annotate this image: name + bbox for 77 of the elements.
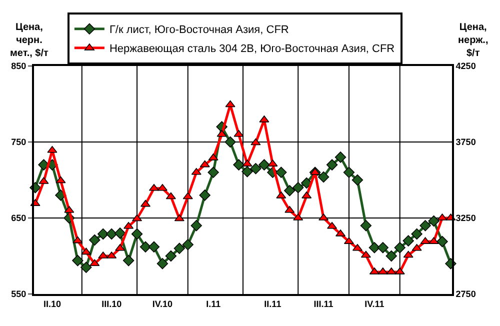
point	[106, 228, 118, 240]
y-tick-label: 650	[11, 213, 26, 224]
point	[360, 220, 372, 232]
y-tick-label: 750	[11, 137, 26, 148]
point	[190, 220, 202, 232]
point	[156, 258, 168, 270]
point	[403, 250, 414, 258]
x-tick-label: IV.10	[152, 298, 173, 309]
point	[242, 166, 253, 178]
legend-label: Нержавеющая сталь 304 2В, Юго-Восточная Азия, CFR	[109, 43, 395, 56]
y-tick-label: 850	[11, 61, 26, 72]
point	[411, 228, 422, 240]
point	[200, 160, 210, 168]
point	[352, 174, 364, 186]
point	[80, 262, 92, 273]
x-tick-label: III.11	[314, 298, 334, 309]
point	[386, 250, 397, 262]
x-tick-label: IV.11	[364, 298, 384, 309]
point	[327, 222, 338, 229]
point	[165, 250, 177, 262]
point	[166, 192, 176, 200]
y2-tick-label: 3750	[456, 137, 476, 148]
point	[208, 166, 219, 178]
legend-label: Г/к лист, Юго-Восточная Азия, CFR	[109, 24, 289, 36]
y-axis-title: Цена, черн. мет., $/т	[10, 22, 49, 59]
point	[114, 228, 126, 239]
point	[131, 228, 143, 240]
y2-tick-label: 2750	[456, 289, 476, 300]
y-tick-label: 550	[11, 289, 26, 300]
point	[276, 166, 287, 178]
point	[377, 242, 388, 254]
point	[233, 159, 244, 170]
x-tick-label: II.10	[43, 298, 61, 309]
point	[157, 184, 168, 191]
point	[89, 234, 100, 246]
point	[182, 192, 193, 200]
point	[360, 250, 371, 258]
point	[98, 228, 109, 240]
point	[132, 214, 142, 222]
point	[318, 171, 330, 183]
point	[284, 185, 296, 196]
point	[224, 136, 236, 148]
point	[428, 215, 440, 227]
point	[394, 242, 406, 254]
point	[81, 248, 92, 255]
x-tick-label: III.10	[102, 298, 122, 309]
point	[56, 176, 66, 184]
point	[326, 159, 338, 170]
point	[72, 254, 84, 266]
point	[199, 190, 210, 201]
point	[140, 241, 152, 252]
point	[72, 236, 83, 244]
point	[292, 182, 304, 194]
point	[148, 184, 159, 191]
point	[300, 177, 312, 189]
point	[174, 242, 186, 254]
x-tick-label: II.11	[264, 298, 282, 309]
point	[368, 242, 380, 254]
point	[174, 214, 184, 222]
point	[250, 163, 262, 174]
point	[148, 241, 160, 252]
point	[225, 100, 236, 108]
point	[420, 220, 431, 232]
point	[182, 239, 194, 250]
point	[47, 146, 58, 153]
point	[258, 159, 270, 170]
x-tick-label: I.11	[206, 298, 221, 309]
y2-tick-label: 4250	[456, 61, 476, 72]
point	[122, 254, 134, 266]
point	[436, 236, 448, 248]
point	[343, 166, 355, 178]
point	[250, 138, 261, 146]
point	[334, 152, 346, 163]
point	[124, 222, 134, 229]
point	[402, 235, 414, 246]
y2-tick-label: 3250	[456, 213, 476, 224]
y2-axis-title: Цена, нерж., $/т	[458, 22, 488, 59]
